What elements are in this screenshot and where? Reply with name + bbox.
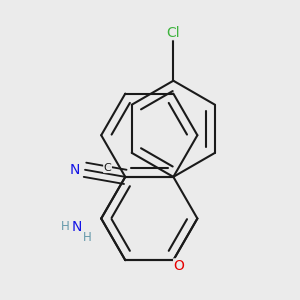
Text: C: C bbox=[104, 163, 111, 172]
Text: N: N bbox=[72, 220, 83, 234]
Text: O: O bbox=[174, 259, 184, 273]
Text: H: H bbox=[82, 231, 91, 244]
Text: H: H bbox=[61, 220, 70, 233]
Text: N: N bbox=[69, 163, 80, 177]
Text: Cl: Cl bbox=[167, 26, 180, 40]
